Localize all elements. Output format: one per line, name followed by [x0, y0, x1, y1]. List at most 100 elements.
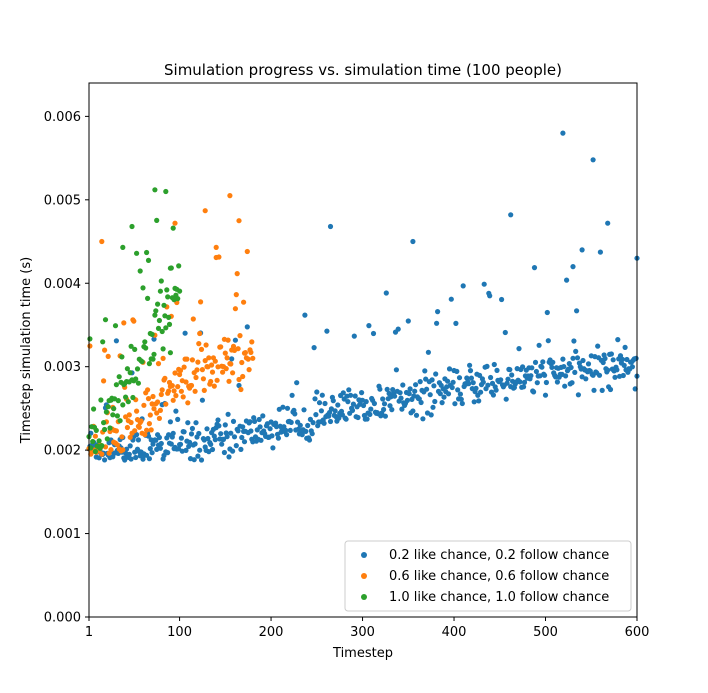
scatter-point-series-1	[301, 407, 307, 413]
scatter-point-series-1	[381, 406, 387, 413]
scatter-point-series-1	[209, 446, 216, 453]
scatter-point-series-1	[381, 401, 388, 407]
scatter-point-series-1	[292, 411, 298, 417]
scatter-point-series-1	[256, 416, 262, 423]
scatter-point-series-1	[619, 356, 626, 362]
scatter-point-series-1	[602, 355, 608, 362]
scatter-point-series-2	[138, 418, 144, 424]
scatter-point-series-1	[574, 308, 580, 314]
scatter-point-series-2	[155, 361, 162, 367]
scatter-point-series-1	[430, 404, 436, 410]
scatter-point-series-1	[221, 449, 227, 456]
scatter-point-series-3	[127, 370, 133, 376]
scatter-point-series-1	[360, 402, 367, 409]
scatter-point-series-3	[100, 339, 106, 345]
scatter-point-series-1	[284, 405, 291, 411]
scatter-point-series-3	[152, 187, 158, 193]
scatter-point-series-2	[162, 375, 168, 381]
scatter-point-series-1	[309, 431, 315, 437]
scatter-point-series-2	[87, 343, 93, 349]
scatter-point-series-2	[163, 401, 169, 407]
scatter-point-series-1	[428, 412, 434, 418]
scatter-point-series-2	[113, 428, 119, 434]
scatter-point-series-1	[310, 420, 316, 426]
scatter-point-series-3	[107, 425, 113, 431]
scatter-point-series-1	[441, 394, 447, 400]
scatter-point-series-1	[504, 380, 510, 386]
scatter-point-series-1	[359, 390, 365, 396]
scatter-point-series-1	[182, 330, 188, 336]
scatter-point-series-1	[238, 446, 244, 452]
scatter-point-series-3	[116, 374, 122, 380]
scatter-point-series-1	[429, 377, 435, 383]
scatter-point-series-1	[605, 367, 611, 373]
scatter-point-series-3	[101, 420, 107, 426]
scatter-point-series-2	[201, 387, 207, 393]
scatter-point-series-1	[562, 383, 568, 389]
scatter-point-series-1	[560, 356, 566, 362]
scatter-point-series-1	[410, 408, 416, 414]
scatter-point-series-3	[102, 317, 109, 323]
scatter-point-series-1	[345, 399, 351, 405]
scatter-point-series-1	[574, 355, 581, 361]
scatter-point-series-1	[302, 312, 308, 318]
scatter-point-series-2	[195, 359, 201, 365]
scatter-point-series-1	[126, 451, 132, 457]
scatter-point-series-2	[250, 355, 256, 361]
scatter-point-series-1	[608, 351, 615, 357]
scatter-point-series-1	[236, 382, 242, 389]
scatter-point-series-1	[195, 453, 201, 459]
scatter-point-series-2	[198, 346, 205, 352]
scatter-point-series-3	[167, 265, 173, 271]
scatter-point-series-2	[203, 342, 209, 348]
scatter-point-series-1	[412, 388, 418, 394]
scatter-point-series-2	[142, 432, 148, 438]
scatter-point-series-1	[156, 434, 162, 441]
scatter-point-series-1	[542, 372, 548, 378]
scatter-point-series-1	[599, 387, 605, 393]
scatter-point-series-1	[175, 416, 181, 422]
scatter-point-series-1	[397, 390, 403, 396]
scatter-point-series-1	[181, 429, 187, 435]
scatter-point-series-2	[166, 388, 172, 394]
x-tick-label: 100	[167, 625, 192, 640]
scatter-point-series-3	[165, 294, 171, 300]
scatter-point-series-2	[196, 341, 202, 347]
scatter-point-series-2	[141, 402, 147, 408]
scatter-point-series-1	[454, 368, 460, 374]
scatter-point-series-3	[145, 295, 151, 301]
scatter-point-series-1	[189, 425, 195, 432]
scatter-point-series-1	[363, 399, 369, 405]
scatter-point-series-3	[153, 308, 159, 314]
y-tick-label: 0.002	[44, 444, 81, 459]
scatter-point-series-1	[151, 336, 157, 342]
scatter-point-series-3	[92, 448, 98, 455]
scatter-point-series-1	[423, 376, 429, 382]
scatter-point-series-1	[458, 396, 464, 402]
legend-marker-series-3	[361, 594, 367, 600]
scatter-point-series-2	[128, 419, 134, 426]
y-tick-label: 0.003	[44, 360, 81, 375]
scatter-point-series-2	[105, 353, 111, 359]
scatter-point-series-2	[230, 343, 237, 349]
scatter-point-series-1	[456, 375, 463, 381]
scatter-point-series-2	[235, 346, 241, 352]
scatter-point-series-1	[193, 420, 199, 426]
scatter-point-series-1	[191, 457, 197, 463]
scatter-point-series-2	[197, 330, 203, 337]
scatter-point-series-1	[550, 359, 556, 365]
scatter-point-series-2	[99, 238, 105, 245]
scatter-point-series-1	[133, 454, 139, 461]
scatter-point-series-2	[172, 220, 178, 226]
scatter-point-series-1	[434, 320, 440, 326]
scatter-point-series-2	[234, 271, 240, 277]
scatter-point-series-2	[160, 355, 166, 361]
scatter-point-series-1	[288, 419, 294, 425]
scatter-point-series-1	[168, 441, 174, 447]
scatter-point-series-1	[336, 415, 342, 421]
scatter-point-series-1	[165, 450, 171, 456]
scatter-point-series-3	[175, 296, 181, 302]
scatter-point-series-2	[120, 447, 126, 453]
scatter-point-series-1	[460, 283, 466, 289]
scatter-point-series-1	[433, 371, 439, 377]
